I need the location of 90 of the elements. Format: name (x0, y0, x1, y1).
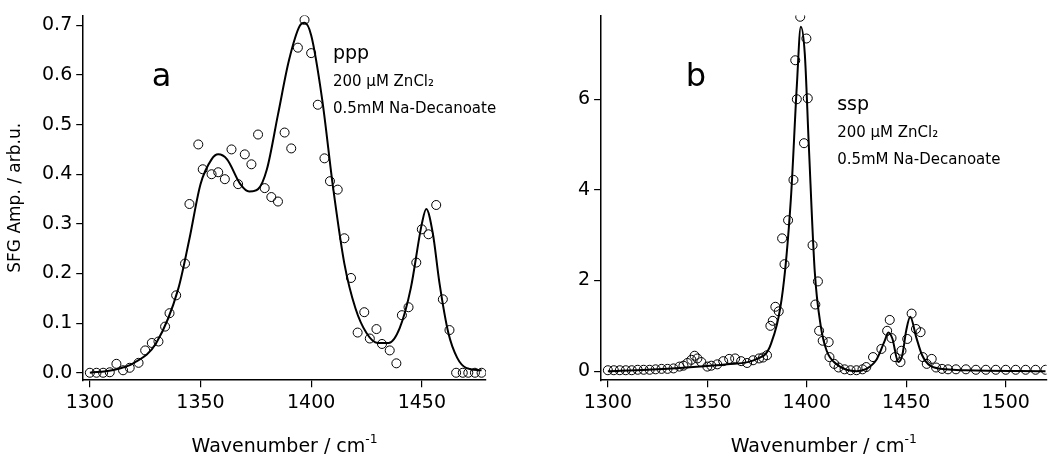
point (319, 153, 330, 164)
point (219, 174, 230, 185)
annotation: 200 μM ZnCl₂ (837, 123, 939, 142)
point (396, 310, 407, 321)
point (98, 367, 109, 378)
point (266, 192, 277, 203)
point (246, 159, 257, 170)
x-tick-label: 1450 (397, 389, 446, 412)
y-tick-label: 0.6 (42, 61, 73, 84)
point (239, 149, 250, 160)
point (233, 179, 244, 190)
y-tick-label: 0.1 (42, 310, 73, 333)
annotation: ssp (837, 92, 870, 115)
point (451, 367, 462, 378)
point (306, 48, 317, 59)
point (153, 336, 164, 347)
point (184, 199, 195, 209)
point (376, 338, 387, 349)
point (180, 258, 191, 269)
point (444, 325, 455, 336)
point (324, 176, 335, 187)
y-tick-label: 0.0 (42, 359, 73, 382)
point (160, 321, 171, 332)
point (213, 167, 224, 178)
point (437, 294, 448, 305)
x-tick-label: 1350 (176, 389, 225, 412)
point (111, 358, 122, 369)
point (286, 143, 297, 154)
point (193, 139, 204, 150)
annotation: ppp (332, 41, 370, 64)
x-tick-label: 1300 (583, 389, 633, 412)
point (140, 345, 151, 356)
point (124, 362, 135, 373)
point (476, 367, 486, 378)
y-tick-label: 4 (577, 176, 591, 199)
point (133, 357, 144, 368)
text: a (151, 55, 172, 94)
annotation: 0.5mM Na-Decanoate (837, 150, 1001, 169)
x-tick-label: 1400 (286, 389, 336, 412)
point (463, 367, 474, 378)
point (206, 169, 217, 180)
point (391, 358, 402, 369)
y-tick-label: 0 (577, 358, 591, 381)
point (371, 324, 382, 335)
point (423, 229, 434, 240)
text: b (685, 55, 707, 94)
point (253, 129, 264, 140)
point (346, 272, 356, 283)
x-tick-label: 1350 (683, 389, 732, 412)
y-tick-label: 0.4 (42, 161, 73, 184)
x-tick-label: 1500 (981, 389, 1030, 412)
annotation: 200 μM ZnCl₂ (332, 72, 435, 91)
point (146, 337, 157, 348)
point (91, 367, 102, 378)
y-tick-label: 2 (577, 267, 591, 290)
point (332, 184, 343, 195)
point (104, 367, 115, 378)
point (164, 308, 175, 319)
point (359, 307, 370, 318)
point (118, 365, 129, 376)
point (411, 257, 422, 268)
point (171, 290, 182, 301)
point (431, 200, 442, 210)
y-axis-title: SFG Amp. / arb.u. (4, 122, 24, 273)
y-tick-label: 0.3 (42, 210, 73, 233)
point (84, 367, 95, 378)
point (226, 144, 237, 155)
point (469, 367, 480, 378)
x-tick-label: 1450 (882, 389, 931, 412)
y-tick-label: 0.7 (42, 12, 73, 35)
point (312, 99, 323, 110)
x-tick-label: 1400 (782, 389, 831, 412)
point (403, 302, 414, 313)
y-tick-label: 6 (577, 86, 591, 109)
point (292, 42, 303, 53)
point (279, 127, 290, 138)
point (259, 183, 270, 194)
point (272, 196, 283, 207)
point (197, 164, 208, 175)
y-tick-label: 0.2 (42, 260, 73, 283)
point (299, 15, 310, 25)
y-tick-label: 0.5 (42, 111, 73, 134)
point (416, 224, 427, 235)
x-tick-label: 1300 (65, 389, 115, 412)
point (384, 345, 395, 356)
point (352, 327, 363, 338)
point (364, 333, 375, 344)
point (339, 233, 350, 244)
point (457, 367, 468, 378)
annotation: 0.5mM Na-Decanoate (332, 99, 497, 118)
